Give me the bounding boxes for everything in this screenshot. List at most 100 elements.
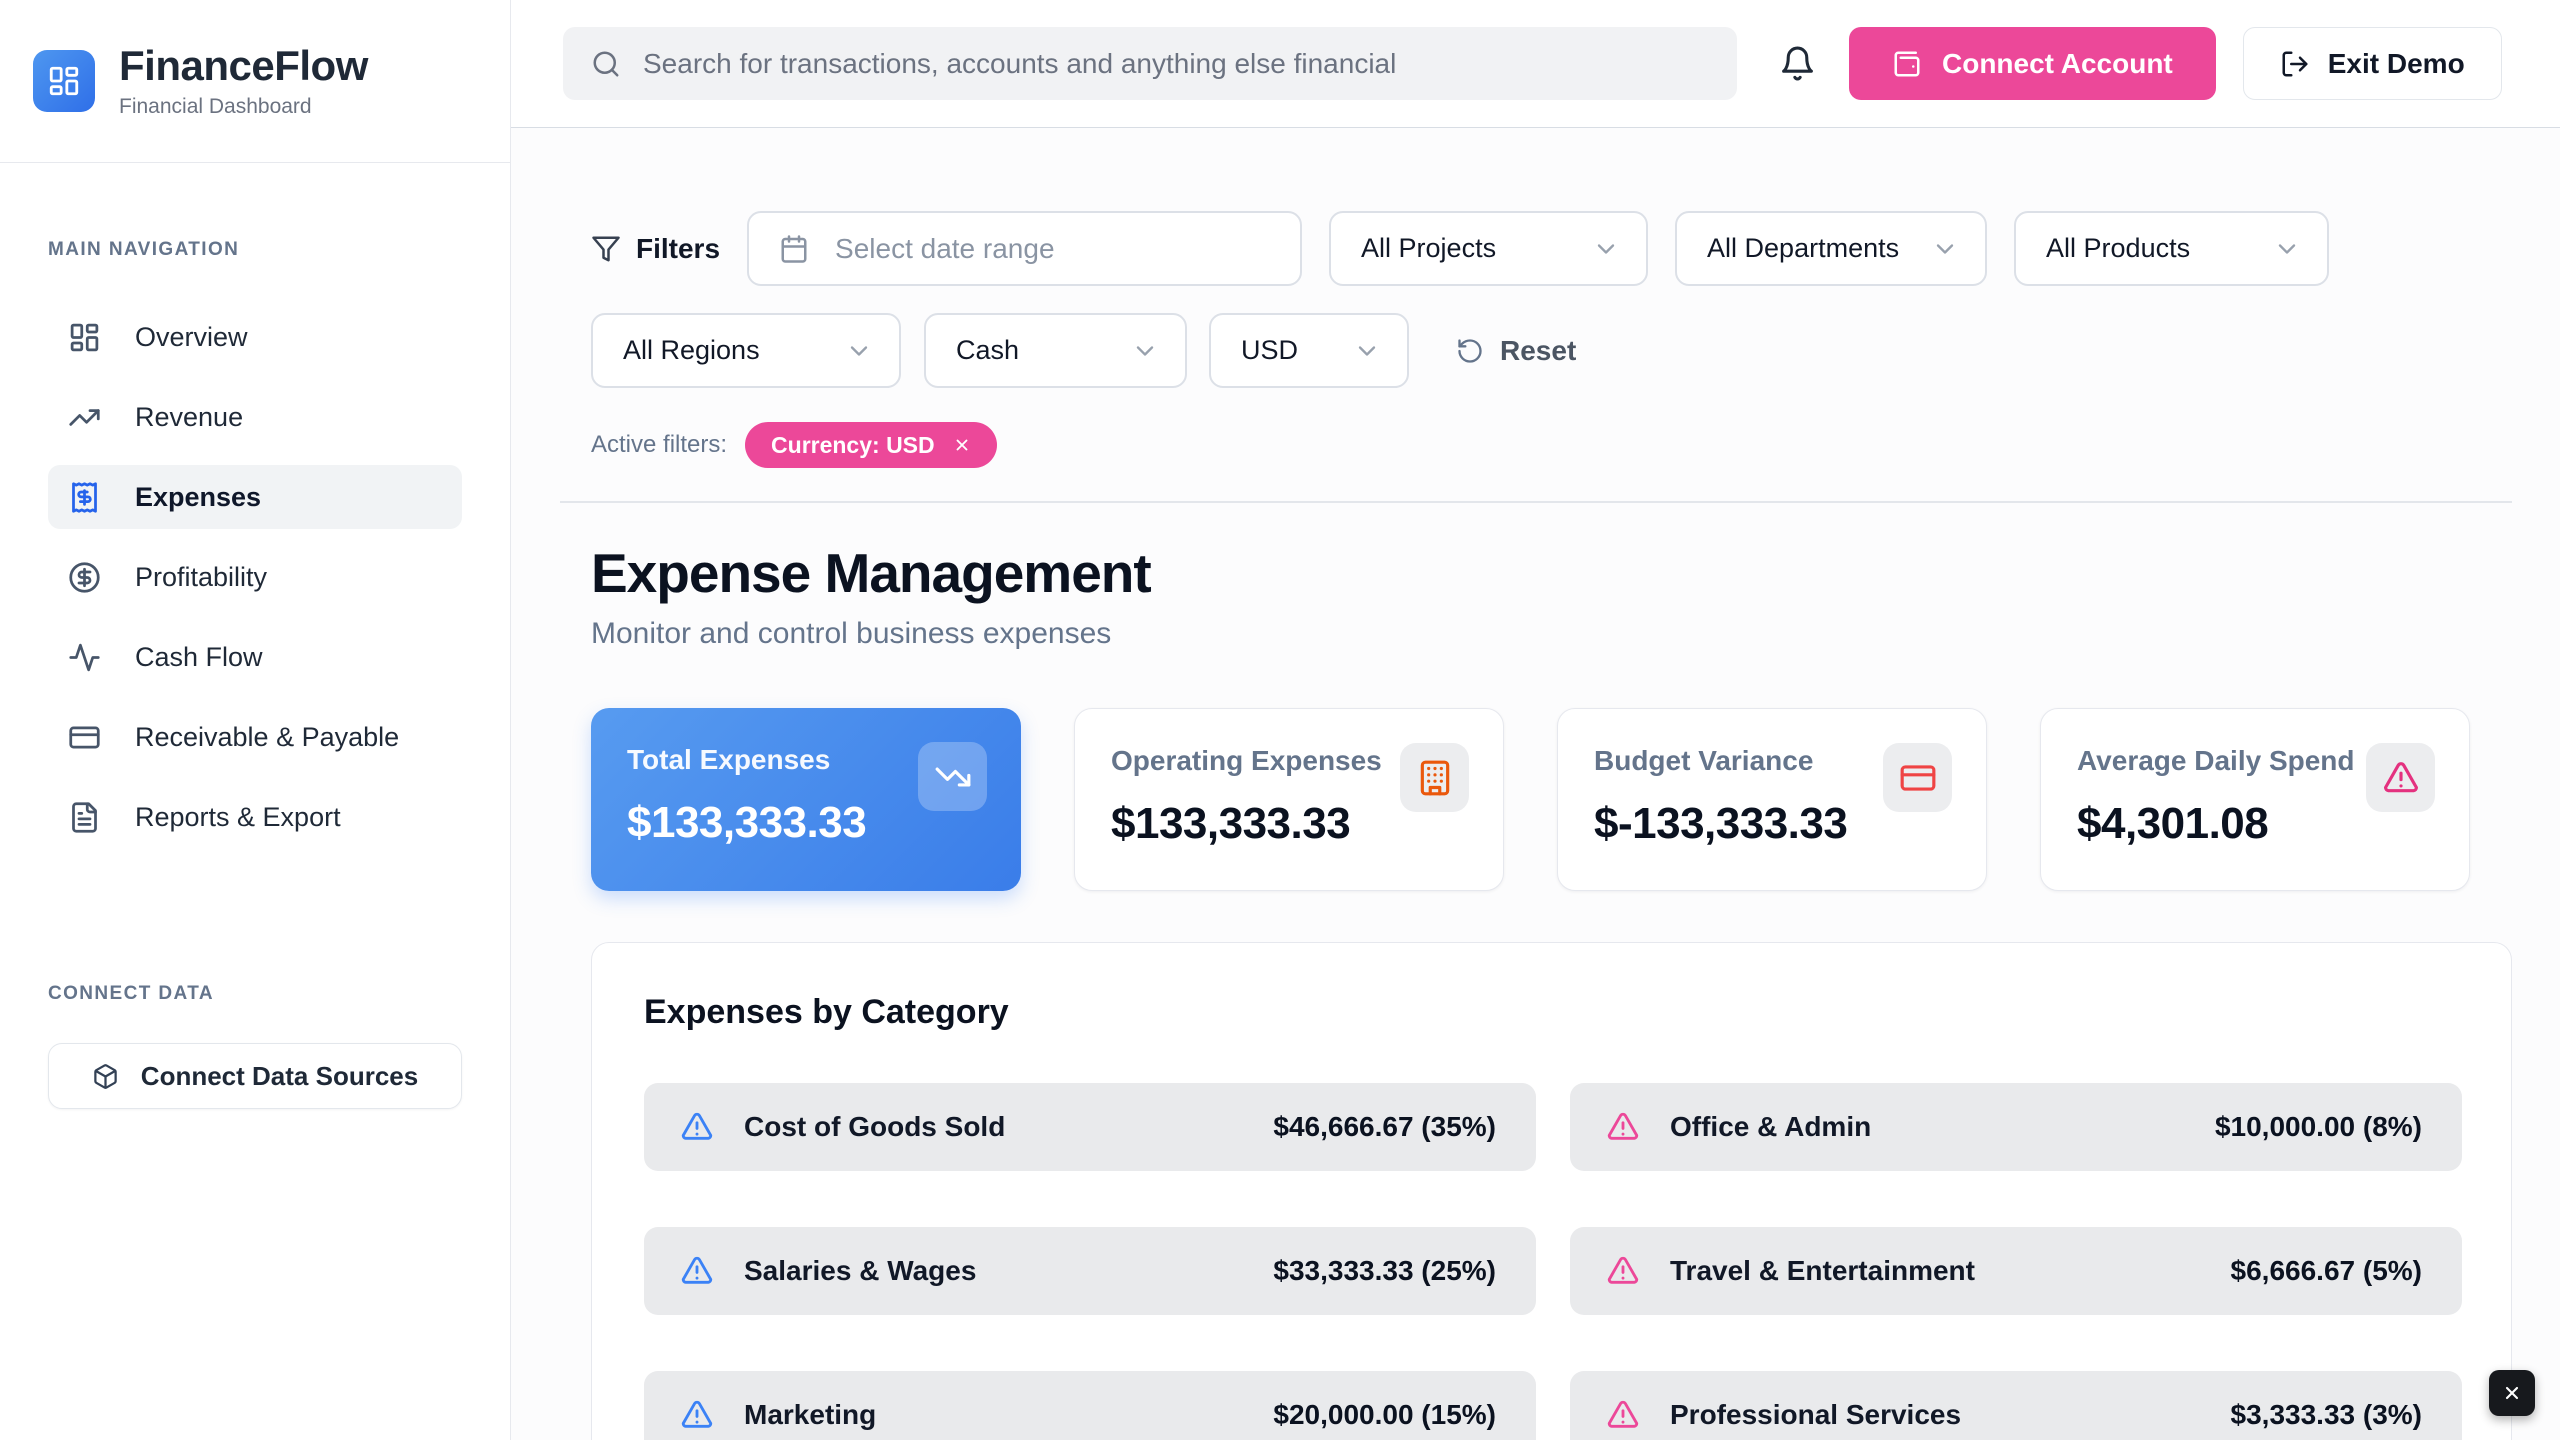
- calendar-icon: [781, 234, 807, 263]
- sidebar-item-receivable-payable[interactable]: Receivable & Payable: [48, 705, 462, 769]
- kpi-card-operating-expenses[interactable]: Operating Expenses $133,333.33: [1074, 708, 1504, 891]
- date-range-input[interactable]: Select date range: [747, 211, 1303, 286]
- reset-label: Reset: [1500, 334, 1577, 366]
- trending-down-icon: [935, 766, 970, 787]
- currency-dropdown-value: USD: [1241, 335, 1299, 365]
- logout-icon: [2282, 51, 2308, 76]
- circle-dollar-icon: [69, 561, 100, 593]
- category-value: $6,666.67 (5%): [2230, 1255, 2422, 1286]
- alert-triangle-icon: [681, 1112, 713, 1140]
- sidebar-item-label: Reports & Export: [135, 801, 341, 832]
- sidebar-item-revenue[interactable]: Revenue: [48, 385, 462, 449]
- chevron-down-icon: [1358, 345, 1376, 356]
- wallet-icon: [1894, 51, 1920, 76]
- kpi-card-budget-variance[interactable]: Budget Variance $-133,333.33: [1557, 708, 1987, 891]
- date-range-placeholder: Select date range: [835, 232, 1055, 264]
- sidebar-item-label: Profitability: [135, 561, 268, 592]
- file-text-icon: [72, 801, 97, 833]
- page-subtitle: Monitor and control business expenses: [591, 617, 1112, 650]
- payment-method-dropdown[interactable]: Cash: [924, 313, 1187, 388]
- expenses-by-category-panel: Expenses by Category Cost of Goods Sold …: [591, 942, 2512, 1440]
- alert-triangle-icon: [681, 1256, 713, 1284]
- category-value: $10,000.00 (8%): [2214, 1111, 2422, 1142]
- products-dropdown[interactable]: All Products: [2014, 211, 2330, 286]
- sidebar-item-overview[interactable]: Overview: [48, 305, 462, 369]
- sidebar-body: MAIN NAVIGATION Overview Revenue Expense…: [0, 163, 510, 1440]
- category-row-salaries-wages[interactable]: Salaries & Wages $33,333.33 (25%): [644, 1227, 1536, 1315]
- alert-triangle-icon: [1607, 1112, 1639, 1140]
- sidebar-item-label: Expenses: [135, 481, 262, 512]
- currency-filter-chip[interactable]: Currency: USD: [745, 422, 997, 468]
- category-grid: Cost of Goods Sold $46,666.67 (35%) Offi…: [644, 1083, 2462, 1440]
- chevron-down-icon: [850, 345, 868, 356]
- sidebar-item-label: Overview: [135, 321, 248, 352]
- sidebar-item-cash-flow[interactable]: Cash Flow: [48, 625, 462, 689]
- kpi-icon-box: [1883, 743, 1952, 812]
- kpi-label: Budget Variance: [1594, 745, 1814, 776]
- category-row-travel-entertainment[interactable]: Travel & Entertainment $6,666.67 (5%): [1570, 1227, 2462, 1315]
- notifications-button[interactable]: [1779, 45, 1816, 82]
- category-value: $33,333.33 (25%): [1273, 1255, 1496, 1286]
- kpi-value: $-133,333.33: [1594, 799, 1848, 848]
- credit-card-icon: [1900, 764, 1935, 791]
- projects-dropdown-value: All Projects: [1361, 233, 1497, 263]
- regions-dropdown[interactable]: All Regions: [591, 313, 901, 388]
- layout-dashboard-icon: [70, 323, 99, 351]
- topbar: Connect Account Exit Demo: [511, 0, 2560, 128]
- category-value: $3,333.33 (3%): [2230, 1399, 2422, 1430]
- sidebar-item-label: Revenue: [135, 401, 244, 432]
- brand: FinanceFlow Financial Dashboard: [0, 0, 510, 163]
- connect-data-sources-label: Connect Data Sources: [140, 1060, 419, 1091]
- alert-triangle-icon: [1607, 1400, 1639, 1428]
- connect-account-button[interactable]: Connect Account: [1849, 27, 2216, 100]
- kpi-label: Operating Expenses: [1111, 745, 1382, 776]
- credit-card-icon: [69, 726, 100, 748]
- category-label: Office & Admin: [1670, 1111, 1872, 1142]
- kpi-cards: Total Expenses $133,333.33 Operating Exp…: [591, 708, 2512, 891]
- sidebar: FinanceFlow Financial Dashboard MAIN NAV…: [0, 0, 511, 1440]
- chevron-down-icon: [1597, 243, 1615, 254]
- products-dropdown-value: All Products: [2046, 233, 2191, 263]
- receipt-icon: [72, 481, 97, 513]
- chevron-down-icon: [1136, 345, 1154, 356]
- departments-dropdown-value: All Departments: [1707, 233, 1900, 263]
- kpi-label: Average Daily Spend: [2077, 745, 2355, 776]
- regions-dropdown-value: All Regions: [623, 335, 760, 365]
- departments-dropdown[interactable]: All Departments: [1675, 211, 1988, 286]
- sidebar-item-profitability[interactable]: Profitability: [48, 545, 462, 609]
- rotate-ccw-icon: [1458, 338, 1482, 363]
- kpi-card-total-expenses[interactable]: Total Expenses $133,333.33: [591, 708, 1021, 891]
- sidebar-item-reports-export[interactable]: Reports & Export: [48, 785, 462, 849]
- kpi-card-average-daily-spend[interactable]: Average Daily Spend $4,301.08: [2040, 708, 2470, 891]
- connect-data-section-label: CONNECT DATA: [48, 983, 214, 1004]
- active-filters-label: Active filters:: [591, 431, 728, 458]
- projects-dropdown[interactable]: All Projects: [1329, 211, 1649, 286]
- search-bar[interactable]: [563, 27, 1737, 100]
- category-row-cost-of-goods-sold[interactable]: Cost of Goods Sold $46,666.67 (35%): [644, 1083, 1536, 1171]
- connect-account-label: Connect Account: [1942, 47, 2173, 79]
- category-label: Professional Services: [1670, 1399, 1962, 1430]
- exit-demo-button[interactable]: Exit Demo: [2242, 27, 2502, 100]
- alert-triangle-icon: [2383, 761, 2418, 792]
- filters-title: Filters: [591, 233, 720, 265]
- kpi-icon-box: [918, 742, 987, 811]
- category-row-office-admin[interactable]: Office & Admin $10,000.00 (8%): [1570, 1083, 2462, 1171]
- main-column: Connect Account Exit Demo Filters Select…: [511, 0, 2560, 1440]
- currency-dropdown[interactable]: USD: [1209, 313, 1409, 388]
- brand-name: FinanceFlow: [119, 41, 368, 89]
- sidebar-item-label: Receivable & Payable: [135, 721, 400, 752]
- reset-filters-button[interactable]: Reset: [1456, 335, 1576, 367]
- search-input[interactable]: [643, 47, 1709, 80]
- category-row-marketing[interactable]: Marketing $20,000.00 (15%): [644, 1371, 1536, 1440]
- connect-data-sources-button[interactable]: Connect Data Sources: [48, 1043, 462, 1109]
- active-filters-row: Active filters: Currency: USD: [591, 422, 2512, 468]
- category-label: Marketing: [744, 1399, 877, 1430]
- close-overlay-button[interactable]: [2489, 1370, 2535, 1416]
- sidebar-item-expenses[interactable]: Expenses: [48, 465, 462, 529]
- kpi-icon-box: [1400, 743, 1469, 812]
- category-row-professional-services[interactable]: Professional Services $3,333.33 (3%): [1570, 1371, 2462, 1440]
- close-icon[interactable]: [953, 436, 971, 454]
- kpi-value: $4,301.08: [2077, 799, 2269, 848]
- brand-tagline: Financial Dashboard: [119, 95, 312, 119]
